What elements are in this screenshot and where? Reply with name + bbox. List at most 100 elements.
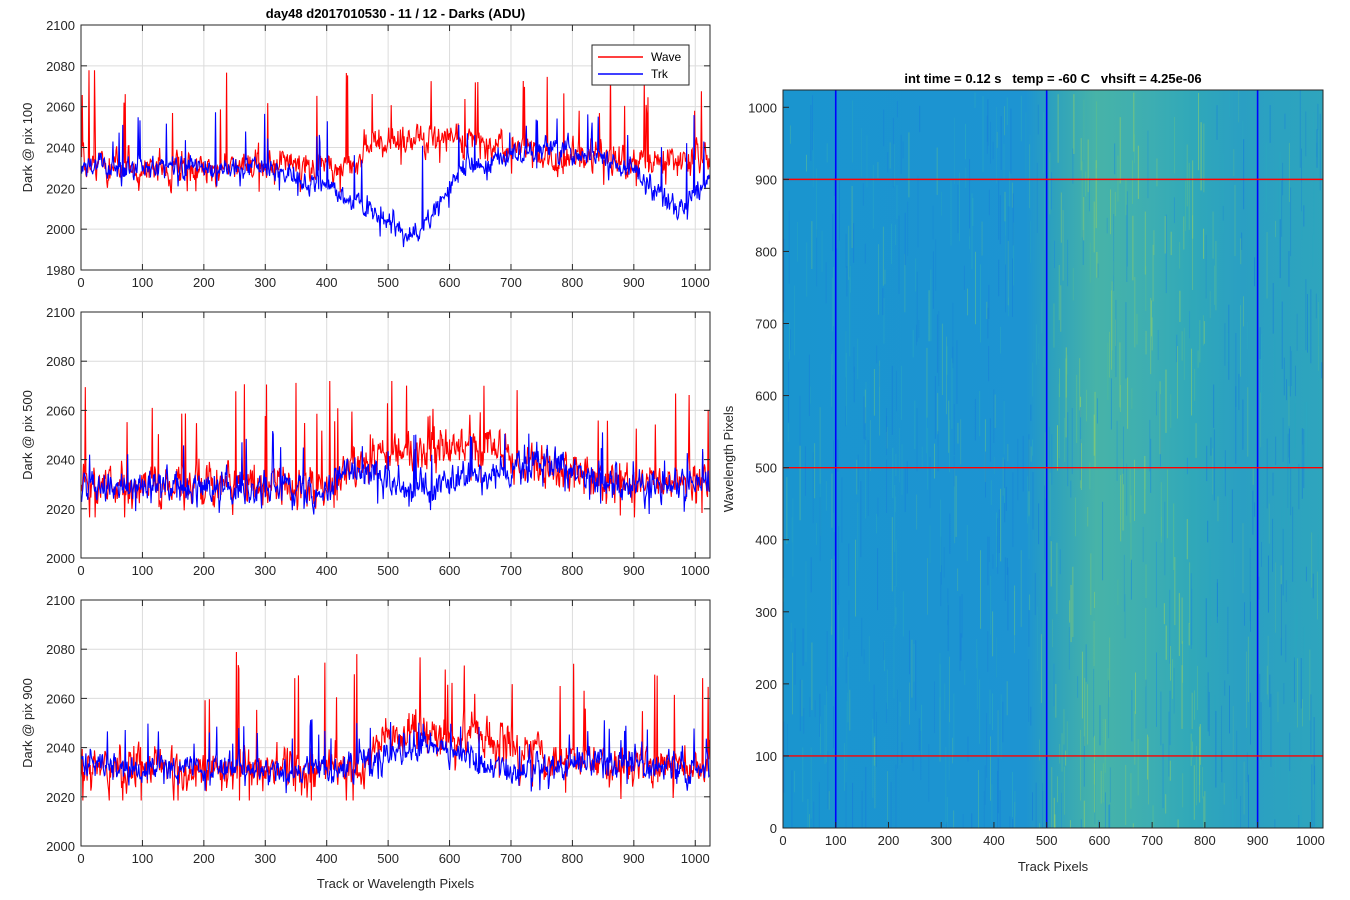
heatmap-streak [1243,139,1245,210]
heatmap-streak [1307,294,1308,353]
heatmap-streak [806,242,808,297]
heatmap-streak [1025,112,1027,181]
heatmap-streak [886,416,887,456]
heatmap-streak [786,477,788,544]
heatmap-streak [1217,496,1219,522]
heatmap-streak [838,609,839,668]
heatmap-streak [1228,304,1230,380]
y-tick-label: 2000 [46,222,75,237]
heatmap-streak [929,525,931,564]
heatmap-streak [1145,679,1147,729]
heatmap-streak [1058,265,1060,321]
heatmap-streak [966,525,968,562]
heatmap-streak [1081,161,1083,238]
x-tick-label: 900 [1247,833,1269,848]
y-axis-label: Dark @ pix 500 [20,390,35,480]
heatmap-streak [946,336,947,415]
heatmap-streak [1192,215,1194,291]
heatmap-streak [886,459,888,514]
heatmap-streak [1305,279,1307,351]
heatmap-streak [811,221,813,270]
heatmap-streak [1030,706,1032,726]
heatmap-streak [960,633,962,661]
heatmap-streak [857,338,859,380]
heatmap-streak [1247,636,1249,703]
y-tick-label: 2060 [46,100,75,115]
heatmap-streak [1242,120,1244,163]
heatmap-streak [1029,144,1031,209]
x-tick-label: 800 [562,851,584,866]
heatmap-streak [987,307,989,339]
heatmap-streak [1299,90,1301,168]
heatmap-streak [1007,443,1009,462]
heatmap-streak [1067,412,1069,487]
heatmap-y-axis-label: Wavelength Pixels [721,405,736,512]
heatmap-streak [802,747,804,802]
heatmap-streak [1122,473,1124,531]
heatmap-streak [1317,534,1319,594]
heatmap-streak [1266,232,1268,299]
heatmap-streak [934,376,936,439]
heatmap-streak [1061,733,1063,772]
x-tick-label: 200 [193,275,215,290]
heatmap-streak [1032,439,1033,456]
heatmap-streak [1185,180,1187,231]
heatmap-streak [1204,791,1206,828]
heatmap-streak [1174,557,1176,626]
heatmap-streak [939,697,941,762]
heatmap-streak [1190,733,1192,766]
heatmap-streak [1080,138,1082,171]
heatmap-streak [909,682,910,725]
heatmap-streak [853,366,855,403]
y-tick-label: 900 [755,172,777,187]
heatmap-streak [1087,684,1089,745]
heatmap-streak [930,269,932,342]
x-tick-label: 500 [377,851,399,866]
heatmap-streak [1155,541,1157,608]
heatmap-streak [926,402,927,454]
heatmap-streak [964,669,966,685]
heatmap-streak [941,191,942,216]
heatmap-texture [783,90,1323,828]
heatmap-streak [1315,293,1317,319]
heatmap-streak [1000,488,1002,562]
heatmap-streak [786,723,788,760]
heatmap-streak [861,790,863,828]
heatmap-streak [986,713,988,778]
heatmap-streak [899,701,901,766]
heatmap-streak [1266,438,1268,509]
heatmap-streak [1188,623,1190,646]
heatmap-streak [1181,331,1183,361]
heatmap-streak [1094,735,1095,813]
y-tick-label: 400 [755,533,777,548]
heatmap-streak [971,193,973,270]
heatmap-streak [1116,420,1118,481]
heatmap-streak [1072,566,1074,638]
x-tick-label: 0 [779,833,786,848]
heatmap-streak [1054,240,1055,269]
heatmap-streak [1156,652,1157,727]
heatmap-streak [1156,158,1158,187]
heatmap-streak [1179,290,1181,323]
x-tick-label: 200 [878,833,900,848]
heatmap-streak [1032,471,1034,530]
heatmap-streak [1080,396,1082,418]
heatmap-streak [1181,665,1183,729]
heatmap-streak [816,168,817,238]
heatmap-streak [1127,377,1129,429]
heatmap-streak [946,821,948,828]
heatmap-streak [885,702,887,724]
heatmap-streak [1258,576,1260,600]
heatmap-streak [916,324,917,346]
heatmap-streak [999,195,1001,245]
heatmap-streak [1173,667,1175,714]
heatmap-streak [1003,143,1005,181]
heatmap-streak [1081,651,1083,719]
heatmap-streak [1109,804,1111,828]
heatmap-streak [1304,402,1306,437]
heatmap-streak [806,154,807,172]
x-tick-label: 700 [1141,833,1163,848]
heatmap-streak [1259,707,1261,766]
heatmap-streak [954,117,956,185]
heatmap-streak [860,481,862,558]
